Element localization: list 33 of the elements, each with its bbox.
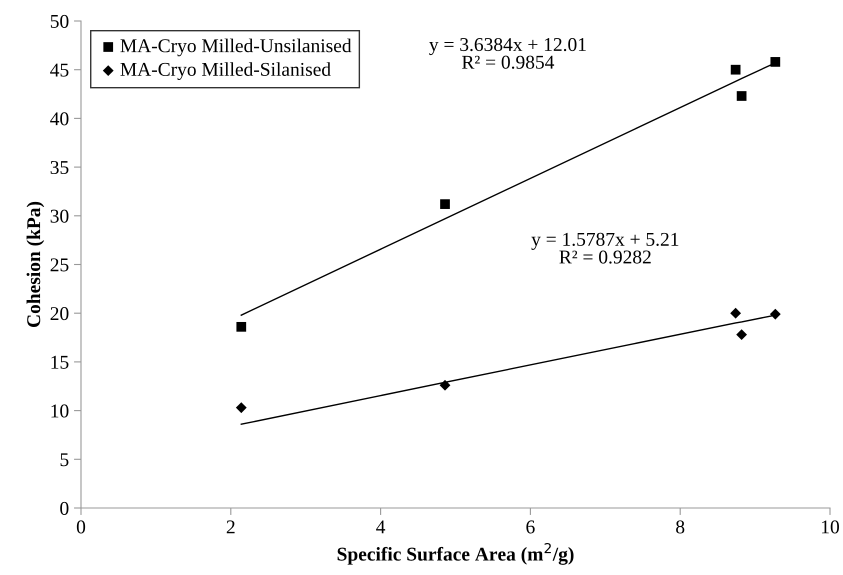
point bbox=[736, 91, 746, 101]
x-tick-label: 4 bbox=[376, 520, 386, 534]
point bbox=[236, 322, 246, 332]
y-tick-label: 40 bbox=[50, 112, 68, 126]
y-tick-label: 35 bbox=[50, 160, 68, 174]
x-tick-label: 6 bbox=[526, 520, 535, 534]
y-axis-title: Cohesion (kPa) bbox=[26, 202, 44, 328]
legend-label: MA-Cryo Milled-Silanised bbox=[120, 62, 331, 80]
y-tick-label: 45 bbox=[50, 64, 68, 77]
point bbox=[236, 402, 247, 414]
x-tick-label: 2 bbox=[226, 520, 235, 534]
x-tick-label: 8 bbox=[676, 520, 684, 534]
point bbox=[736, 329, 748, 340]
y-tick-label: 20 bbox=[50, 307, 68, 320]
y-tick-label: 25 bbox=[50, 258, 68, 272]
point bbox=[440, 380, 450, 391]
legend-label: MA-Cryo Milled-Unsilanised bbox=[120, 38, 352, 56]
y-tick-label: 15 bbox=[51, 356, 68, 369]
annotation: y = 3.6384x + 12.01 R² = 0.9854 bbox=[429, 38, 586, 69]
point bbox=[770, 57, 780, 67]
point bbox=[770, 308, 781, 320]
point bbox=[730, 308, 742, 319]
annotation: y = 1.5787x + 5.21 R² = 0.9282 bbox=[531, 232, 678, 264]
y-tick-label: 0 bbox=[60, 502, 68, 515]
y-tick-label: 50 bbox=[50, 14, 68, 28]
x-tick-label: 0 bbox=[76, 520, 86, 534]
y-tick-label: 5 bbox=[60, 453, 68, 466]
point bbox=[730, 64, 740, 75]
x-tick-label: 10 bbox=[822, 520, 839, 534]
y-tick-label: 10 bbox=[51, 404, 68, 418]
x-axis-title: Specific Surface Area (m$^{2}$/g) bbox=[338, 542, 574, 565]
point bbox=[440, 199, 450, 209]
y-tick-label: 30 bbox=[50, 210, 68, 223]
